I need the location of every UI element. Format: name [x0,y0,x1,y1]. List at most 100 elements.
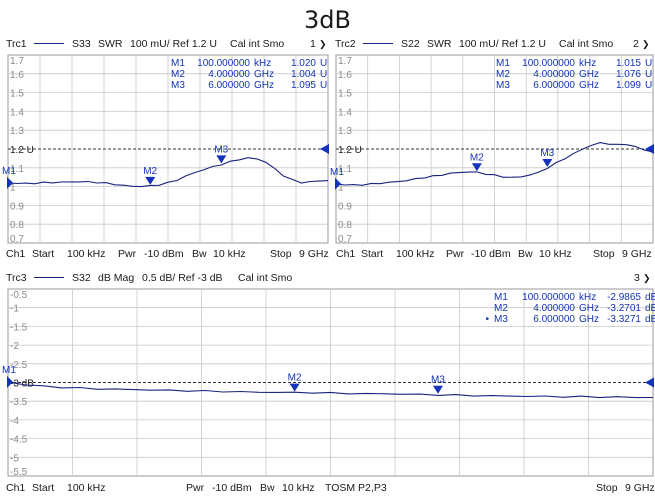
y-tick-label: -1 [10,304,19,315]
marker-label: M2 [288,373,302,384]
y-tick-label: 1.3 [338,126,352,137]
marker-readout-value: 1.015 [616,58,641,69]
marker-m3: M3 [431,375,445,394]
marker-m2: M2 [470,152,484,172]
marker-readout-frequency: 100.000000 [197,58,250,69]
trace-header-trc2[interactable]: Trc2 S22 SWR 100 mU/ Ref 1.2 U Cal int S… [335,38,653,52]
marker-readout-frequency: 100.000000 [522,292,575,303]
plot-trc1: 1.71.61.51.41.31.2 U1.110.90.80.7M1 M2M3M… [2,54,329,245]
y-tick-label: 0.8 [10,220,24,231]
y-tick-label: 0.7 [338,234,352,245]
marker-m2: M2 [143,166,158,185]
footer-bw-value: 10 kHz [282,482,315,494]
footer-bw-value: 10 kHz [539,248,572,260]
marker-triangle [335,177,342,190]
marker-readout-unit: GHz [579,303,599,314]
trace-legend-line [363,43,393,44]
marker-readout-unit: GHz [579,69,599,80]
y-tick-label: 0.9 [10,201,24,212]
footer-stop-value: 9 GHz [622,248,652,260]
y-tick-label: 1.1 [338,164,352,175]
y-tick-label: -2 [10,341,19,352]
trace-legend-line [34,277,64,278]
marker-triangle [145,176,156,185]
y-tick-label: 1.5 [338,89,352,100]
trace-scale: 0.5 dB/ Ref -3 dB [142,272,223,284]
marker-readout-frequency: 6.000000 [533,314,575,325]
footer-start-label: Start [32,248,55,260]
trace-header-trc3[interactable]: Trc3 S32 dB Mag 0.5 dB/ Ref -3 dB Cal in… [6,272,654,286]
y-tick-label: 1.6 [10,70,24,81]
y-tick-label: 1.4 [10,107,24,118]
footer-pwr-value: -10 dBm [471,248,511,260]
marker-readout-label: M1 [171,58,185,69]
trace-header-trc1[interactable]: Trc1 S33 SWR 100 mU/ Ref 1.2 U Cal int S… [6,38,328,52]
trace-cal: Cal int Smo [230,38,285,50]
marker-label: M2 [470,152,484,163]
footer-channel: Ch1 [336,248,356,260]
chevron-down-icon[interactable]: ❯ [643,273,651,283]
marker-readout-unit: GHz [254,80,274,91]
y-tick-label: 0.8 [338,220,352,231]
marker-readout-frequency: 6.000000 [533,80,575,91]
chevron-down-icon[interactable]: ❯ [642,39,650,49]
reference-level-marker [645,377,654,388]
marker-readout-value-unit: U [320,80,327,91]
marker-readout-unit: kHz [254,58,271,69]
y-tick-label: -4 [10,416,19,427]
marker-triangle [7,375,14,388]
chevron-down-icon[interactable]: ❯ [319,39,327,49]
footer-bw-value: 10 kHz [213,248,246,260]
footer-bw-label: Bw [518,248,533,260]
footer-bw-label: Bw [192,248,207,260]
marker-readout-unit: kHz [579,58,596,69]
footer-stop-value: 9 GHz [299,248,329,260]
footer-bw-label: Bw [260,482,275,494]
marker-m1: M1 [330,167,344,190]
channel-footer-trc3: Ch1 Start 100 kHz Pwr -10 dBm Bw 10 kHz … [6,482,655,496]
marker-readout-frequency: 4.000000 [208,69,250,80]
trace-scale: 100 mU/ Ref 1.2 U [459,38,546,50]
page-title: 3dB [304,6,351,34]
y-tick-label: 1 [10,183,16,194]
marker-label: M3 [431,375,445,386]
trace-format: SWR [98,38,123,50]
y-tick-label: 1.7 [338,56,352,67]
footer-pwr-value: -10 dBm [144,248,184,260]
marker-m1: M1 [2,166,16,189]
channel-index: 2 [633,38,639,50]
y-tick-label: -1.5 [10,322,28,333]
marker-readout-unit: GHz [579,80,599,91]
y-tick-label: 0.9 [338,201,352,212]
trace-format: SWR [427,38,452,50]
footer-start-value: 100 kHz [67,482,106,494]
marker-readout-value: 1.020 [291,58,316,69]
marker-readout-label: M3 [494,314,508,325]
y-tick-label: 1.2 U [338,145,362,156]
marker-readout-label: M2 [171,69,185,80]
marker-readout-value: -3.2701 [607,303,641,314]
footer-start-label: Start [32,482,55,494]
marker-label: M1 [330,167,344,178]
trace-param: S33 [72,38,91,50]
marker-m3: M3 [540,148,555,167]
plot-trc3: -0.5-1-1.5-2-2.5-3 dB-3.5-4-4.5-5-5.5M1M… [2,288,655,478]
marker-readout-unit: GHz [254,69,274,80]
footer-start-value: 100 kHz [396,248,435,260]
marker-triangle [433,385,443,394]
marker-readout-value-unit: U [645,58,652,69]
y-tick-label: 1.1 [10,164,24,175]
marker-m2: M2 [288,373,302,392]
marker-readout-label: M2 [496,69,510,80]
marker-readout-frequency: 4.000000 [533,303,575,314]
trace-name: Trc2 [335,38,356,50]
y-tick-label: -2.5 [10,360,28,371]
trace-param: S32 [72,272,91,284]
channel-index: 1 [310,38,316,50]
marker-m1: M1 [2,365,16,388]
footer-stop-value: 9 GHz [625,482,655,494]
reference-level-marker [645,144,654,154]
marker-readout-value: 1.004 [291,69,316,80]
trace-line [7,381,654,399]
